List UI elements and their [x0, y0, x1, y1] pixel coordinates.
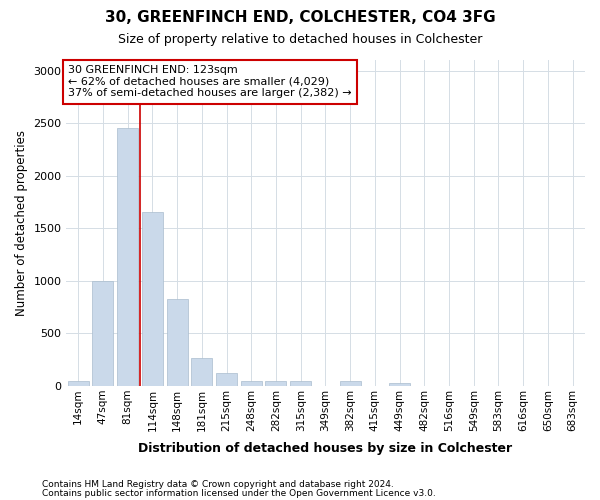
- X-axis label: Distribution of detached houses by size in Colchester: Distribution of detached houses by size …: [139, 442, 512, 455]
- Text: 30 GREENFINCH END: 123sqm
← 62% of detached houses are smaller (4,029)
37% of se: 30 GREENFINCH END: 123sqm ← 62% of detac…: [68, 66, 352, 98]
- Text: Contains HM Land Registry data © Crown copyright and database right 2024.: Contains HM Land Registry data © Crown c…: [42, 480, 394, 489]
- Bar: [68, 380, 89, 386]
- Bar: [167, 298, 188, 386]
- Bar: [241, 380, 262, 386]
- Text: 30, GREENFINCH END, COLCHESTER, CO4 3FG: 30, GREENFINCH END, COLCHESTER, CO4 3FG: [104, 10, 496, 25]
- Bar: [142, 212, 163, 386]
- Bar: [290, 380, 311, 386]
- Bar: [92, 281, 113, 386]
- Bar: [216, 374, 237, 386]
- Bar: [389, 383, 410, 386]
- Bar: [117, 128, 138, 386]
- Bar: [265, 380, 286, 386]
- Bar: [340, 380, 361, 386]
- Text: Size of property relative to detached houses in Colchester: Size of property relative to detached ho…: [118, 32, 482, 46]
- Bar: [191, 358, 212, 386]
- Y-axis label: Number of detached properties: Number of detached properties: [15, 130, 28, 316]
- Text: Contains public sector information licensed under the Open Government Licence v3: Contains public sector information licen…: [42, 488, 436, 498]
